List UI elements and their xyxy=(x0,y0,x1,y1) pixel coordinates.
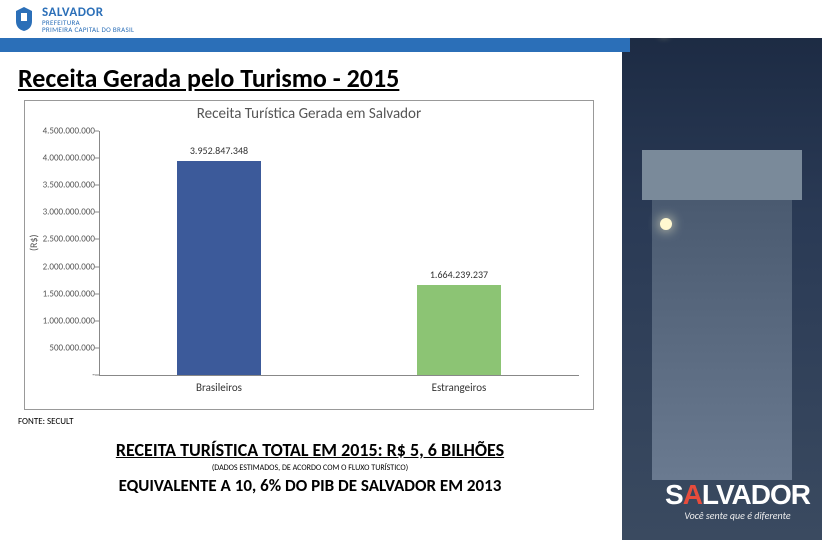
header-logo: SALVADOR PREFEITURA PRIMEIRA CAPITAL DO … xyxy=(12,5,134,33)
x-category-label: Estrangeiros xyxy=(432,381,487,394)
source-text: FONTE: SECULT xyxy=(18,416,602,427)
ytick-mark xyxy=(95,347,99,348)
ytick-label: 1.500.000.000 xyxy=(25,288,95,299)
ytick-label: 4.000.000.000 xyxy=(25,153,95,164)
ytick-mark xyxy=(95,185,99,186)
summary-note: (DADOS ESTIMADOS, DE ACORDO COM O FLUXO … xyxy=(18,463,602,473)
brand-main: SALVADOR xyxy=(665,479,810,511)
x-category-label: Brasileiros xyxy=(196,381,242,394)
ytick-label: 4.500.000.000 xyxy=(25,126,95,137)
header-logo-tagline: PRIMEIRA CAPITAL DO BRASIL xyxy=(42,26,134,33)
x-axis xyxy=(99,375,579,376)
ytick-label: 2.000.000.000 xyxy=(25,261,95,272)
ytick-mark xyxy=(95,293,99,294)
summary-line1: RECEITA TURÍSTICA TOTAL EM 2015: R$ 5, 6… xyxy=(18,439,602,461)
ytick-mark xyxy=(95,239,99,240)
ytick-mark xyxy=(95,131,99,132)
header-bar: SALVADOR PREFEITURA PRIMEIRA CAPITAL DO … xyxy=(0,0,822,38)
ytick-label: 1.000.000.000 xyxy=(25,315,95,326)
brand-pre: S xyxy=(665,479,683,510)
bar-value-label: 1.664.239.237 xyxy=(399,268,519,281)
ytick-mark xyxy=(95,266,99,267)
ytick-mark xyxy=(95,212,99,213)
header-blue-bar xyxy=(0,38,630,52)
summary-block: RECEITA TURÍSTICA TOTAL EM 2015: R$ 5, 6… xyxy=(18,439,602,496)
header-logo-title: SALVADOR xyxy=(42,6,134,19)
chart-bar xyxy=(177,161,261,375)
ytick-label: - xyxy=(25,370,95,381)
summary-line2: EQUIVALENTE A 10, 6% DO PIB DE SALVADOR … xyxy=(18,475,602,496)
ytick-label: 3.500.000.000 xyxy=(25,180,95,191)
background-tower-top xyxy=(642,150,802,200)
background-tower xyxy=(652,200,792,480)
ytick-mark xyxy=(95,375,99,376)
coat-of-arms-icon xyxy=(12,5,36,33)
brand-post: LVADOR xyxy=(702,479,810,510)
ytick-mark xyxy=(95,320,99,321)
ytick-label: 500.000.000 xyxy=(25,342,95,353)
bar-value-label: 3.952.847.348 xyxy=(159,144,279,157)
content-area: Receita Gerada pelo Turismo - 2015 Recei… xyxy=(0,52,620,540)
bg-light xyxy=(660,218,672,230)
chart-plot-area: 3.952.847.348 1.664.239.237 xyxy=(99,131,579,375)
chart-container: Receita Turística Gerada em Salvador (R$… xyxy=(24,100,594,410)
chart-title: Receita Turística Gerada em Salvador xyxy=(25,105,593,123)
chart-bar xyxy=(417,285,501,375)
ytick-label: 2.500.000.000 xyxy=(25,234,95,245)
ytick-label: 3.000.000.000 xyxy=(25,207,95,218)
brand-accent: A xyxy=(683,479,702,510)
page-title: Receita Gerada pelo Turismo - 2015 xyxy=(18,62,602,94)
ytick-mark xyxy=(95,158,99,159)
brand-logo: SALVADOR Você sente que é diferente xyxy=(665,479,810,522)
